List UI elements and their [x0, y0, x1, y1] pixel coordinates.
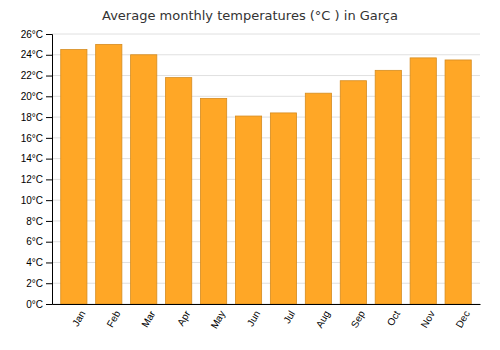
y-tick: 0°C — [26, 299, 52, 310]
x-tick: Mar — [139, 308, 157, 329]
y-tick-mark — [46, 117, 52, 118]
bar — [131, 55, 157, 304]
x-tick-label: Jul — [281, 309, 297, 326]
title: Average monthly temperatures (°C ) in Ga… — [102, 8, 398, 23]
x-tick: Feb — [104, 308, 122, 329]
x-tick-label: Dec — [453, 309, 471, 330]
x-tick-label: Nov — [419, 309, 437, 330]
y-tick-label: 12°C — [21, 174, 43, 185]
y-tick-mark — [46, 304, 52, 305]
y-tick-mark — [46, 55, 52, 56]
y-tick: 8°C — [26, 216, 52, 227]
y-axis-line — [46, 35, 53, 305]
x-tick-label: Feb — [104, 308, 122, 329]
y-tick-label: 26°C — [21, 29, 43, 40]
x-tick-label: Mar — [139, 308, 157, 329]
x-tick: Oct — [385, 309, 402, 328]
plot: 0°C 2°C 4°C 6°C 8°C 10°C 12°C 14°C 16°C 18°C 20°C 2… — [21, 29, 481, 331]
y-tick-mark — [46, 283, 52, 284]
y-tick-label: 22°C — [21, 70, 43, 81]
x-tick: Dec — [453, 309, 471, 330]
x-tick-label: Sep — [349, 308, 368, 329]
bar — [340, 81, 366, 304]
y-tick-label: 20°C — [21, 91, 43, 102]
y-tick-mark — [46, 179, 52, 180]
y-tick: 2°C — [26, 278, 52, 289]
chart: Average monthly temperatures (°C ) in Ga… — [0, 0, 500, 350]
x-axis: Jan Feb Mar Apr May Jun Jul Aug Sep Oct Nov Dec — [53, 305, 481, 331]
x-tick: Jul — [281, 309, 297, 326]
bar — [375, 70, 401, 304]
bar — [96, 44, 122, 304]
x-tick-label: Jun — [245, 309, 263, 328]
bar — [305, 93, 331, 304]
y-tick-mark — [46, 200, 52, 201]
y-tick-label: 6°C — [26, 236, 43, 247]
bar — [445, 60, 471, 304]
y-tick-label: 8°C — [26, 216, 43, 227]
x-tick: Sep — [349, 308, 368, 329]
x-tick-label: Apr — [175, 308, 193, 328]
bars — [61, 44, 472, 304]
x-tick-label: May — [208, 309, 227, 331]
x-tick-label: Jan — [70, 309, 88, 328]
x-tick: Apr — [175, 308, 193, 328]
y-tick-mark — [46, 242, 52, 243]
bar — [61, 50, 87, 304]
y-tick-mark — [46, 138, 52, 139]
x-tick: Jun — [245, 309, 263, 328]
y-tick-mark — [46, 96, 52, 97]
y-tick: 20°C — [21, 91, 52, 102]
y-tick-mark — [46, 221, 52, 222]
y-tick: 18°C — [21, 112, 52, 123]
grid — [52, 34, 480, 304]
y-tick-label: 4°C — [26, 257, 43, 268]
x-tick: May — [208, 309, 227, 331]
y-tick: 24°C — [21, 49, 52, 60]
x-tick-label: Oct — [385, 309, 402, 328]
y-tick-mark — [46, 76, 52, 77]
y-tick-mark — [46, 159, 52, 160]
bar — [166, 78, 192, 304]
y-tick-label: 10°C — [21, 195, 43, 206]
y-tick: 16°C — [21, 133, 52, 144]
y-tick-label: 14°C — [21, 153, 43, 164]
bar — [235, 116, 261, 304]
bar — [410, 58, 436, 304]
y-tick: 10°C — [21, 195, 52, 206]
y-axis: 0°C 2°C 4°C 6°C 8°C 10°C 12°C 14°C 16°C 18°C 20°C 2… — [21, 29, 53, 310]
bar — [200, 98, 226, 304]
y-tick-mark — [46, 34, 52, 35]
y-tick-label: 2°C — [26, 278, 43, 289]
x-tick: Aug — [314, 309, 332, 330]
x-tick-label: Aug — [314, 309, 332, 330]
grid-line — [52, 34, 480, 35]
y-tick: 14°C — [21, 153, 52, 164]
y-tick: 22°C — [21, 70, 52, 81]
y-tick-label: 0°C — [26, 299, 43, 310]
bar — [270, 113, 296, 304]
y-tick-label: 16°C — [21, 133, 43, 144]
x-tick: Jan — [70, 309, 88, 328]
y-tick-label: 18°C — [21, 112, 43, 123]
y-tick: 12°C — [21, 174, 52, 185]
y-tick-label: 24°C — [21, 49, 43, 60]
y-tick-mark — [46, 262, 52, 263]
x-axis-line — [53, 304, 481, 305]
y-tick: 4°C — [26, 257, 52, 268]
y-tick: 6°C — [26, 236, 52, 247]
x-tick: Nov — [419, 309, 437, 330]
y-tick: 26°C — [21, 29, 52, 40]
